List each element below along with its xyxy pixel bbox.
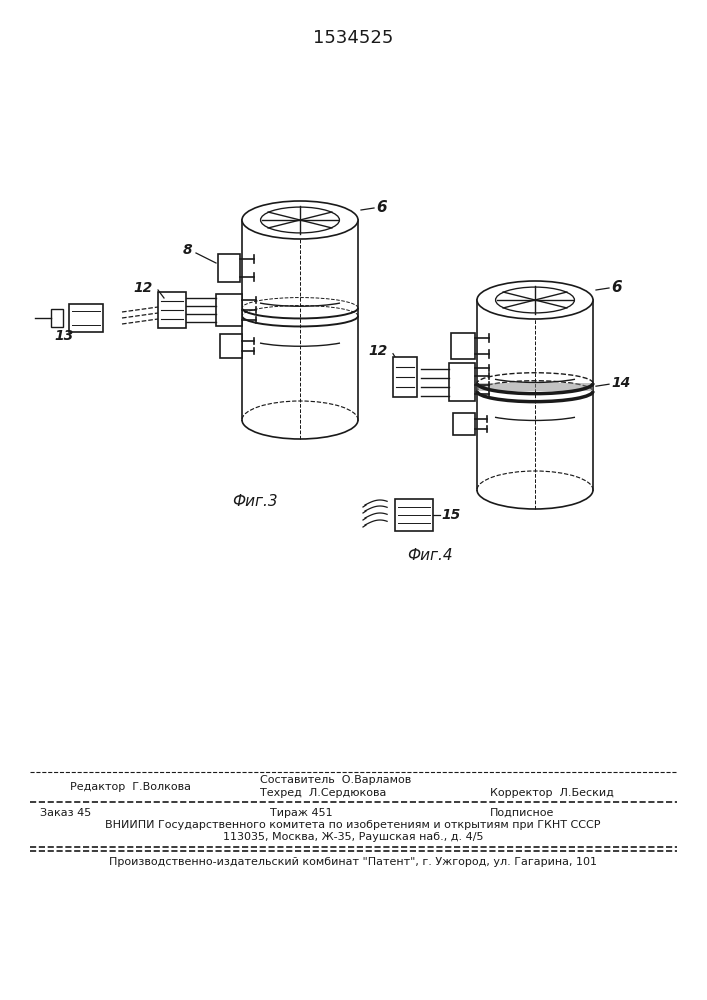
Bar — [477, 383, 593, 391]
Text: 14: 14 — [611, 376, 630, 390]
Text: Фиг.3: Фиг.3 — [232, 494, 278, 510]
Text: 6: 6 — [611, 280, 621, 296]
Text: Тираж 451: Тираж 451 — [270, 808, 332, 818]
Text: Составитель  О.Варламов: Составитель О.Варламов — [260, 775, 411, 785]
Bar — [451, 333, 475, 359]
Ellipse shape — [496, 287, 575, 313]
Text: Производственно-издательский комбинат "Патент", г. Ужгород, ул. Гагарина, 101: Производственно-издательский комбинат "П… — [109, 857, 597, 867]
Text: Редактор  Г.Волкова: Редактор Г.Волкова — [70, 782, 191, 792]
Text: 12: 12 — [134, 281, 153, 295]
Text: 15: 15 — [441, 508, 460, 522]
Text: 1534525: 1534525 — [312, 29, 393, 47]
Bar — [158, 292, 186, 328]
Ellipse shape — [242, 201, 358, 239]
Bar — [395, 499, 433, 531]
Text: Фиг.4: Фиг.4 — [407, 548, 452, 562]
Ellipse shape — [477, 281, 593, 319]
Text: ВНИИПИ Государственного комитета по изобретениям и открытиям при ГКНТ СССР: ВНИИПИ Государственного комитета по изоб… — [105, 820, 601, 830]
Bar — [69, 304, 103, 332]
Text: Техред  Л.Сердюкова: Техред Л.Сердюкова — [260, 788, 386, 798]
Bar — [449, 363, 475, 401]
Bar — [218, 254, 240, 282]
Bar — [216, 294, 242, 326]
Ellipse shape — [261, 207, 339, 233]
Bar — [51, 309, 63, 327]
Text: 12: 12 — [369, 344, 388, 358]
Bar — [393, 357, 417, 397]
Text: Подписное: Подписное — [490, 808, 554, 818]
Text: 113035, Москва, Ж-35, Раушская наб., д. 4/5: 113035, Москва, Ж-35, Раушская наб., д. … — [223, 832, 484, 842]
Bar — [453, 412, 475, 434]
Text: Заказ 45: Заказ 45 — [40, 808, 91, 818]
Text: 6: 6 — [376, 200, 387, 216]
Text: 8: 8 — [183, 243, 193, 257]
Bar — [220, 334, 242, 358]
Text: Корректор  Л.Бескид: Корректор Л.Бескид — [490, 788, 614, 798]
Text: 13: 13 — [54, 329, 74, 343]
